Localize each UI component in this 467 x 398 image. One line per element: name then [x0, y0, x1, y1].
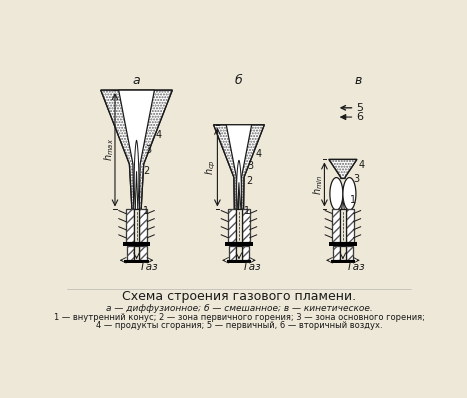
Text: Газ: Газ	[244, 262, 261, 272]
Bar	[127, 246, 134, 260]
Text: б: б	[235, 74, 243, 87]
Text: 5: 5	[356, 103, 363, 113]
Bar	[346, 209, 354, 242]
Text: 4 — продукты сгорания; 5 — первичный, 6 — вторичный воздух.: 4 — продукты сгорания; 5 — первичный, 6 …	[96, 321, 382, 330]
Text: а — диффузионное; б — смешанное; в — кинетическое.: а — диффузионное; б — смешанное; в — кин…	[106, 304, 372, 312]
Text: 3: 3	[146, 145, 152, 155]
Text: 3: 3	[248, 161, 254, 171]
Bar	[241, 246, 249, 260]
Text: 4: 4	[256, 149, 262, 159]
Bar	[346, 246, 353, 260]
Bar	[340, 209, 346, 242]
Bar	[127, 246, 134, 260]
Bar	[332, 209, 340, 242]
Polygon shape	[135, 171, 138, 209]
Text: Газ: Газ	[141, 262, 159, 272]
Text: 4: 4	[156, 130, 162, 140]
Text: 1: 1	[244, 206, 250, 216]
Bar	[124, 260, 149, 263]
Polygon shape	[238, 182, 240, 209]
Text: 6: 6	[356, 112, 363, 122]
Bar	[340, 246, 346, 260]
Polygon shape	[213, 125, 264, 209]
Text: $h_{min}$: $h_{min}$	[311, 174, 325, 195]
Polygon shape	[343, 178, 356, 210]
Bar	[332, 209, 340, 242]
Polygon shape	[341, 199, 344, 209]
Bar	[236, 246, 241, 260]
Bar	[134, 209, 139, 242]
Text: 1 — внутренний конус; 2 — зона первичного горения; 3 — зона основного горения;: 1 — внутренний конус; 2 — зона первичног…	[54, 313, 425, 322]
Polygon shape	[226, 125, 252, 209]
Bar	[139, 246, 147, 260]
Bar	[241, 209, 250, 242]
Polygon shape	[119, 90, 155, 209]
Bar	[346, 246, 353, 260]
Bar	[139, 209, 147, 242]
Bar	[241, 246, 249, 260]
Bar	[229, 246, 236, 260]
Bar	[134, 246, 139, 260]
Bar	[329, 242, 357, 246]
Text: 1: 1	[350, 195, 356, 205]
Bar	[331, 260, 355, 263]
Bar	[333, 246, 340, 260]
Bar	[236, 209, 241, 242]
Bar	[228, 209, 236, 242]
Polygon shape	[134, 140, 139, 209]
Bar	[126, 209, 134, 242]
Text: 4: 4	[358, 160, 364, 170]
Polygon shape	[101, 90, 172, 209]
Polygon shape	[329, 160, 357, 178]
Bar	[229, 246, 236, 260]
Text: $h_{max}$: $h_{max}$	[102, 138, 116, 161]
Bar	[228, 209, 236, 242]
Text: 2: 2	[143, 166, 150, 176]
Bar	[139, 246, 147, 260]
Text: 1: 1	[143, 206, 149, 216]
Text: 3: 3	[353, 174, 359, 184]
Bar	[225, 242, 253, 246]
Bar	[346, 209, 354, 242]
Polygon shape	[237, 160, 241, 209]
Bar	[241, 209, 250, 242]
Bar	[123, 242, 150, 246]
Text: в: в	[354, 74, 362, 87]
Polygon shape	[330, 178, 343, 210]
Bar	[333, 246, 340, 260]
Text: Схема строения газового пламени.: Схема строения газового пламени.	[122, 290, 356, 303]
Text: $h_{ср}$: $h_{ср}$	[204, 159, 219, 175]
Text: а: а	[133, 74, 141, 87]
Bar	[226, 260, 251, 263]
Bar	[139, 209, 147, 242]
Bar	[126, 209, 134, 242]
Text: 2: 2	[246, 176, 252, 186]
Text: Газ: Газ	[347, 262, 365, 272]
